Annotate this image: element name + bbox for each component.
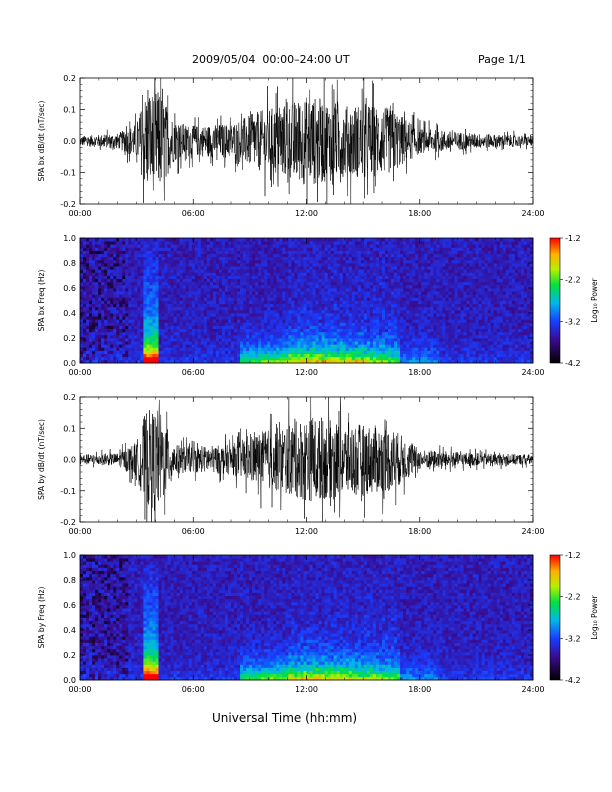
waveform-line [79,77,534,205]
x-tick-label: 12:00 [295,209,318,218]
x-tick-label: 18:00 [408,685,431,694]
heatmap-cells [80,238,534,364]
panel-2: -1.2 -2.2 -3.2 -4.2 Log₁₀ Power 00:00 06:00 12:… [37,234,599,377]
x-tick-label: 00:00 [68,527,91,536]
y-tick-label: 0.2 [63,393,76,402]
x-tick-label: 12:00 [295,368,318,377]
y-axis-label: SPA by dB/dt (nT/sec) [37,419,46,500]
y-tick-label: 0.0 [63,137,76,146]
colorbar-tick-label: -1.2 [565,551,581,560]
colorbar [549,237,561,364]
y-tick-label: 0.0 [63,676,76,685]
y-tick-label: 0.8 [63,259,76,268]
colorbar-tick-label: -2.2 [565,276,581,285]
x-tick-label: 00:00 [68,368,91,377]
x-tick-label: 12:00 [295,527,318,536]
panel-3: 00:00 06:00 12:00 18:00 24:00 -0.2 -0.1 0.0 0.1 0… [37,393,545,536]
y-axis-label: SPA by Freq (Hz) [37,587,46,649]
x-tick-label: 00:00 [68,685,91,694]
y-tick-label: -0.1 [60,169,76,178]
page-number: Page 1/1 [478,53,526,66]
x-tick-label: 06:00 [182,685,205,694]
y-tick-label: 0.8 [63,576,76,585]
panel-1: 00:00 06:00 12:00 18:00 24:00 -0.2 -0.1 0.0 0.1 0… [37,74,545,218]
waveform-line [79,396,534,523]
y-tick-label: -0.2 [60,518,76,527]
x-tick-label: 06:00 [182,527,205,536]
x-tick-label: 24:00 [521,685,544,694]
y-tick-label: 0.4 [63,309,76,318]
colorbar [549,554,561,681]
y-tick-label: 0.2 [63,651,76,660]
colorbar-tick-label: -4.2 [565,359,581,368]
x-tick-label: 18:00 [408,368,431,377]
colorbar-tick-label: -3.2 [565,634,581,643]
x-axis-title: Universal Time (hh:mm) [212,711,358,725]
colorbar-tick-label: -1.2 [565,234,581,243]
colorbar-tick-label: -3.2 [565,317,581,326]
y-tick-label: 0.0 [63,359,76,368]
y-tick-label: 0.1 [63,106,76,115]
colorbar-tick-label: -4.2 [565,676,581,685]
x-tick-label: 06:00 [182,368,205,377]
x-tick-label: 00:00 [68,209,91,218]
y-axis-label: SPA bx Freq (Hz) [37,270,46,332]
y-axis-label: SPA bx dB/dt (nT/sec) [37,101,46,182]
x-tick-label: 24:00 [521,209,544,218]
page-title: 2009/05/04 00:00–24:00 UT [192,53,350,66]
x-tick-label: 06:00 [182,209,205,218]
x-tick-label: 18:00 [408,209,431,218]
colorbar-label: Log₁₀ Power [590,594,599,639]
heatmap-cells [80,555,534,681]
y-tick-label: 0.6 [63,601,76,610]
y-tick-label: 0.0 [63,456,76,465]
y-tick-label: 0.2 [63,74,76,83]
x-tick-label: 12:00 [295,685,318,694]
y-tick-label: 0.4 [63,626,76,635]
y-tick-label: 1.0 [63,551,76,560]
y-tick-label: -0.2 [60,200,76,209]
panel-4: -1.2 -2.2 -3.2 -4.2 Log₁₀ Power 00:00 06:00 12:… [37,551,599,694]
x-tick-label: 24:00 [521,368,544,377]
y-tick-label: 0.2 [63,334,76,343]
colorbar-tick-label: -2.2 [565,593,581,602]
x-tick-label: 24:00 [521,527,544,536]
colorbar-label: Log₁₀ Power [590,277,599,322]
y-tick-label: -0.1 [60,487,76,496]
y-tick-label: 0.1 [63,424,76,433]
y-tick-label: 1.0 [63,234,76,243]
x-tick-label: 18:00 [408,527,431,536]
y-tick-label: 0.6 [63,284,76,293]
